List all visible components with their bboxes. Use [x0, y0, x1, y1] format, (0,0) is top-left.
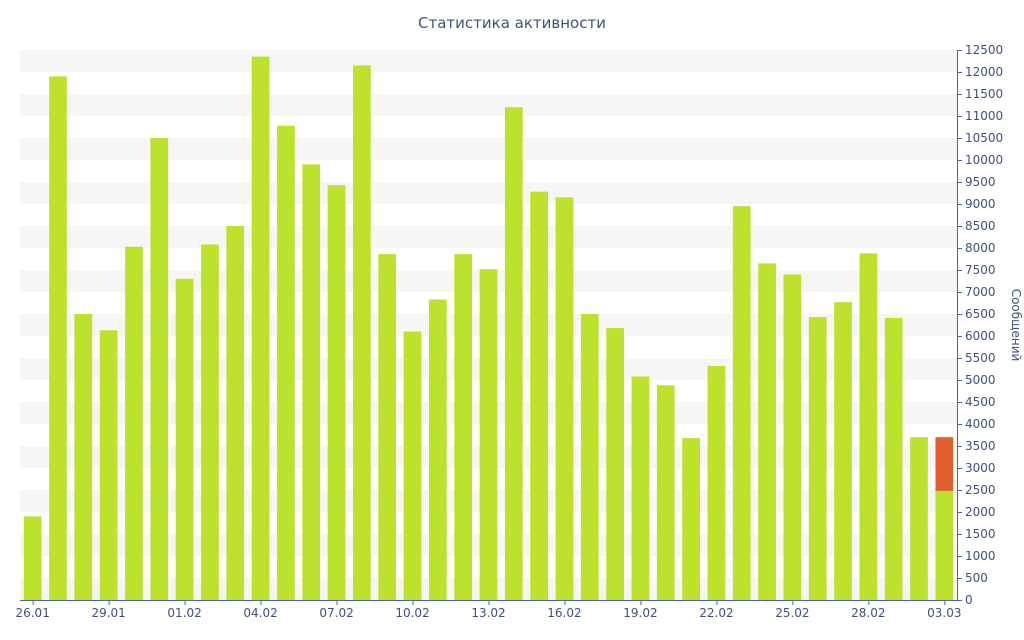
bar-11.02	[428, 299, 447, 600]
grid-band	[20, 94, 957, 116]
y-tick-label: 1500	[965, 527, 996, 541]
y-tick-label: 11500	[965, 87, 1003, 101]
y-tick-label: 6000	[965, 329, 996, 343]
y-tick-label: 10000	[965, 153, 1003, 167]
y-tick-label: 2500	[965, 483, 996, 497]
bar-26.02	[808, 317, 827, 600]
bar-23.02	[732, 206, 751, 600]
x-tick-label: 07.02	[319, 606, 353, 620]
bar-06.02	[302, 164, 321, 600]
bar-10.02	[403, 331, 422, 600]
bar-02.03	[910, 437, 928, 600]
bar-26.01	[23, 516, 42, 600]
y-tick-label: 500	[965, 571, 988, 585]
grid-band	[20, 50, 957, 72]
x-tick-label: 04.02	[243, 606, 277, 620]
y-tick-label: 7500	[965, 263, 996, 277]
y-tick-label: 5000	[965, 373, 996, 387]
x-tick-label: 19.02	[623, 606, 657, 620]
y-tick-label: 8500	[965, 219, 996, 233]
bar-05.02	[277, 125, 295, 601]
bar-08.02	[353, 65, 371, 600]
bar-13.02	[479, 269, 498, 600]
bar-29.01	[99, 330, 118, 600]
bar-17.02	[580, 314, 599, 600]
bar-14.02	[504, 107, 523, 600]
bar-21.02	[682, 438, 700, 600]
y-tick-label: 8000	[965, 241, 996, 255]
bar-25.02	[783, 274, 802, 600]
bar-22.02	[707, 365, 726, 600]
x-tick-label: 01.02	[167, 606, 201, 620]
bar-18.02	[606, 328, 624, 600]
bar-01.02	[175, 278, 194, 600]
bar-28.01	[74, 314, 93, 600]
y-tick-label: 4500	[965, 395, 996, 409]
bar-09.02	[378, 254, 397, 600]
x-tick-label: 26.01	[15, 606, 49, 620]
y-tick-label: 12500	[965, 43, 1003, 57]
y-tick-label: 2000	[965, 505, 996, 519]
bar-31.01	[150, 138, 169, 600]
bar-07.02	[327, 185, 346, 600]
x-tick-label: 25.02	[775, 606, 809, 620]
y-tick-label: 12000	[965, 65, 1003, 79]
y-tick-label: 5500	[965, 351, 996, 365]
bar-04.02	[251, 56, 270, 601]
y-tick-label: 6500	[965, 307, 996, 321]
x-tick-label: 13.02	[471, 606, 505, 620]
y-tick-label: 10500	[965, 131, 1003, 145]
bar-19.02	[631, 376, 650, 600]
y-tick-label: 9000	[965, 197, 996, 211]
y-tick-label: 3000	[965, 461, 996, 475]
chart-title: Статистика активности	[418, 14, 606, 32]
bar-15.02	[530, 191, 549, 600]
x-tick-label: 29.01	[91, 606, 125, 620]
x-tick-label: 28.02	[851, 606, 885, 620]
y-tick-label: 9500	[965, 175, 996, 189]
y-tick-label: 1000	[965, 549, 996, 563]
bar-03.03	[935, 490, 954, 600]
x-tick-label: 10.02	[395, 606, 429, 620]
bar-24.02	[758, 263, 776, 600]
bar-20.02	[656, 385, 675, 600]
y-axis-label: Сообщений	[1009, 289, 1023, 362]
bar-27.01	[49, 76, 67, 600]
x-tick-label: 03.03	[927, 606, 961, 620]
y-tick-label: 7000	[965, 285, 996, 299]
bar-28.02	[859, 253, 878, 600]
x-tick-label: 22.02	[699, 606, 733, 620]
y-tick-label: 4000	[965, 417, 996, 431]
bar-03.03	[935, 437, 954, 491]
y-tick-label: 3500	[965, 439, 996, 453]
bar-27.02	[834, 302, 852, 600]
y-tick-label: 0	[965, 593, 973, 607]
x-tick-label: 16.02	[547, 606, 581, 620]
bar-16.02	[555, 197, 574, 600]
bar-02.02	[201, 244, 219, 601]
bar-01.03	[884, 317, 903, 600]
bar-03.02	[226, 226, 245, 600]
bar-12.02	[454, 254, 473, 600]
bar-30.01	[125, 246, 143, 600]
y-tick-label: 11000	[965, 109, 1003, 123]
